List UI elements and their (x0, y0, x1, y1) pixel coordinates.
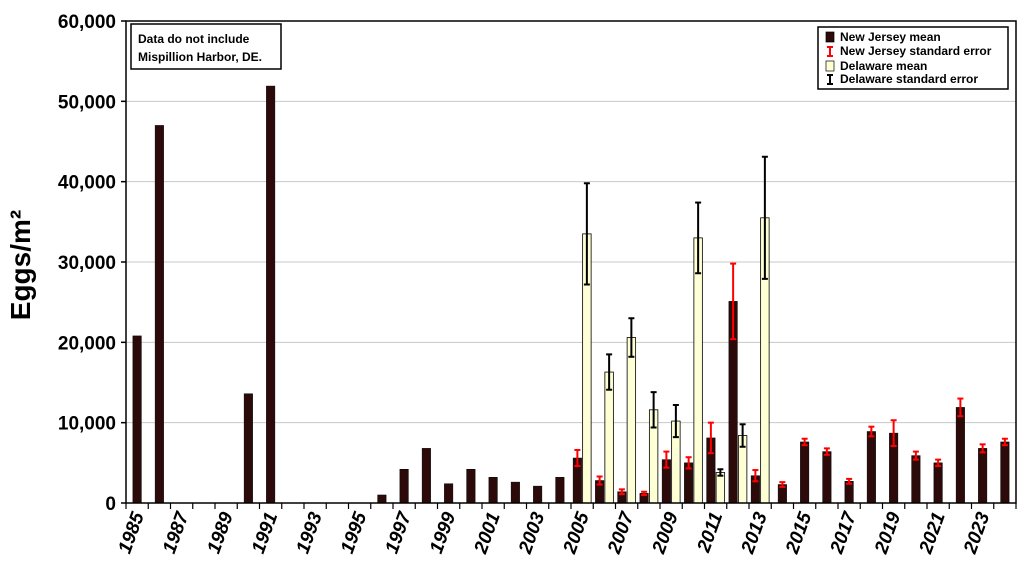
legend-swatch-nj-se (827, 46, 833, 57)
error-bar-new-jersey-2018 (868, 425, 875, 438)
y-tick-label: 60,000 (58, 12, 116, 33)
x-tick-label: 1995 (337, 509, 371, 556)
error-bar-delaware-2008 (650, 391, 657, 429)
error-bar-new-jersey-2024 (1001, 437, 1008, 447)
x-tick-label: 2023 (960, 509, 995, 557)
axes (121, 20, 1017, 509)
bar-new-jersey-2024 (1000, 441, 1010, 504)
error-bar-new-jersey-2005 (574, 448, 581, 468)
legend-label-nj-mean: New Jersey mean (840, 30, 941, 44)
bar-new-jersey-2001 (488, 477, 498, 504)
legend-label-de-mean: Delaware mean (840, 59, 927, 73)
x-tick-label: 2017 (826, 508, 861, 557)
error-bar-new-jersey-2017 (846, 477, 853, 485)
error-bar-new-jersey-2019 (890, 419, 897, 447)
tick-labels: 0 10,000 20,000 30,000 40,000 50,000 60,000 198… (58, 12, 995, 557)
bar-new-jersey-2003 (533, 485, 543, 504)
y-tick-label: 40,000 (58, 173, 116, 194)
bar-new-jersey-1990 (243, 393, 253, 504)
bar-new-jersey-2002 (510, 481, 520, 504)
bar-delaware-2006 (604, 371, 614, 504)
error-bar-delaware-2012 (739, 423, 746, 448)
error-bar-new-jersey-2007 (618, 488, 625, 496)
y-tick-label: 50,000 (58, 92, 116, 113)
error-bar-new-jersey-2013 (752, 469, 759, 483)
x-tick-label: 2005 (559, 509, 594, 557)
error-bar-delaware-2007 (628, 317, 635, 358)
bar-new-jersey-1991 (266, 85, 276, 504)
x-tick-label: 2011 (693, 510, 727, 557)
x-tick-label: 2021 (915, 510, 950, 558)
legend-label-de-se: Delaware standard error (840, 72, 978, 86)
error-bar-new-jersey-2023 (979, 443, 986, 454)
x-tick-label: 2003 (515, 509, 550, 557)
bar-new-jersey-2022 (955, 407, 965, 504)
error-bar-new-jersey-2014 (779, 481, 786, 488)
x-tick-label: 2007 (604, 508, 639, 557)
bar-new-jersey-2023 (978, 448, 988, 504)
bar-new-jersey-1998 (421, 448, 431, 504)
bar-new-jersey-2004 (555, 477, 565, 504)
error-bar-new-jersey-2011 (707, 421, 714, 455)
bar-new-jersey-1996 (377, 494, 387, 504)
error-bar-delaware-2011 (717, 468, 724, 477)
y-tick-label: 0 (105, 494, 116, 515)
bar-new-jersey-2015 (800, 441, 810, 504)
bar-new-jersey-2021 (933, 462, 943, 504)
x-tick-label: 2013 (737, 509, 772, 557)
legend-swatch-nj-mean (825, 31, 835, 43)
x-tick-label: 1997 (382, 508, 417, 556)
legend-swatch-de-mean (825, 60, 835, 72)
bar-new-jersey-1997 (399, 469, 409, 504)
x-tick-label: 1999 (426, 509, 460, 556)
legend-swatch-de-se (827, 74, 833, 85)
y-axis-label: Eggs/m² (5, 210, 36, 320)
bar-new-jersey-2016 (822, 451, 832, 504)
y-tick-label: 20,000 (58, 333, 116, 354)
bar-new-jersey-1999 (444, 483, 454, 504)
bar-new-jersey-2018 (866, 431, 876, 504)
bar-delaware-2011 (715, 472, 726, 504)
error-bar-new-jersey-2010 (685, 456, 692, 470)
error-bar-delaware-2010 (695, 201, 702, 275)
error-bar-new-jersey-2016 (823, 447, 830, 456)
bar-new-jersey-1985 (132, 335, 142, 504)
error-bar-new-jersey-2006 (596, 475, 603, 486)
error-bar-new-jersey-2021 (935, 458, 942, 468)
error-bar-new-jersey-2015 (801, 437, 808, 447)
note-line-1: Data do not include (138, 32, 250, 46)
x-tick-label: 2009 (648, 509, 683, 557)
error-bar-new-jersey-2012 (730, 262, 737, 341)
error-bar-delaware-2009 (672, 403, 679, 439)
bar-delaware-2007 (626, 337, 637, 504)
x-tick-label: 1991 (248, 510, 282, 557)
error-bar-delaware-2006 (606, 353, 613, 391)
x-tick-label: 2019 (871, 509, 906, 557)
x-tick-label: 1987 (159, 508, 194, 556)
error-bar-new-jersey-2008 (641, 490, 648, 496)
bar-new-jersey-2000 (466, 469, 476, 504)
bar-new-jersey-2020 (911, 455, 921, 504)
note-line-2: Mispillion Harbor, DE. (138, 50, 262, 64)
note-box: Data do not include Mispillion Harbor, D… (130, 23, 282, 70)
x-tick-label: 1989 (204, 509, 238, 556)
x-tick-label: 2015 (782, 509, 817, 557)
bar-delaware-2010 (693, 237, 703, 504)
error-bar-delaware-2005 (583, 182, 590, 286)
bar-new-jersey-1986 (154, 125, 164, 504)
y-tick-label: 10,000 (58, 414, 116, 435)
error-bar-new-jersey-2020 (912, 450, 919, 461)
error-bar-new-jersey-2022 (957, 397, 964, 418)
x-tick-label: 1993 (293, 509, 327, 556)
legend: New Jersey mean New Jersey standard erro… (817, 26, 1009, 90)
y-tick-label: 30,000 (58, 253, 116, 274)
legend-label-nj-se: New Jersey standard error (840, 44, 992, 58)
error-bar-new-jersey-2009 (663, 450, 670, 469)
x-tick-label: 1985 (115, 509, 149, 556)
error-bar-delaware-2013 (761, 155, 768, 280)
x-tick-label: 2001 (470, 510, 505, 558)
bars (132, 85, 1010, 504)
